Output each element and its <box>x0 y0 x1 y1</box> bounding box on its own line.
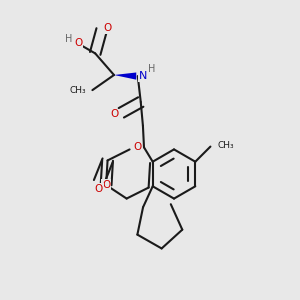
Text: CH₃: CH₃ <box>218 141 235 150</box>
Text: O: O <box>103 23 111 33</box>
Polygon shape <box>114 73 136 80</box>
Text: N: N <box>139 71 147 81</box>
Text: O: O <box>133 142 142 152</box>
Text: CH₃: CH₃ <box>69 85 86 94</box>
Text: O: O <box>95 184 103 194</box>
Text: O: O <box>75 38 83 48</box>
Text: H: H <box>148 64 155 74</box>
Text: H: H <box>65 34 73 44</box>
Text: O: O <box>102 180 110 190</box>
Text: O: O <box>111 109 119 119</box>
